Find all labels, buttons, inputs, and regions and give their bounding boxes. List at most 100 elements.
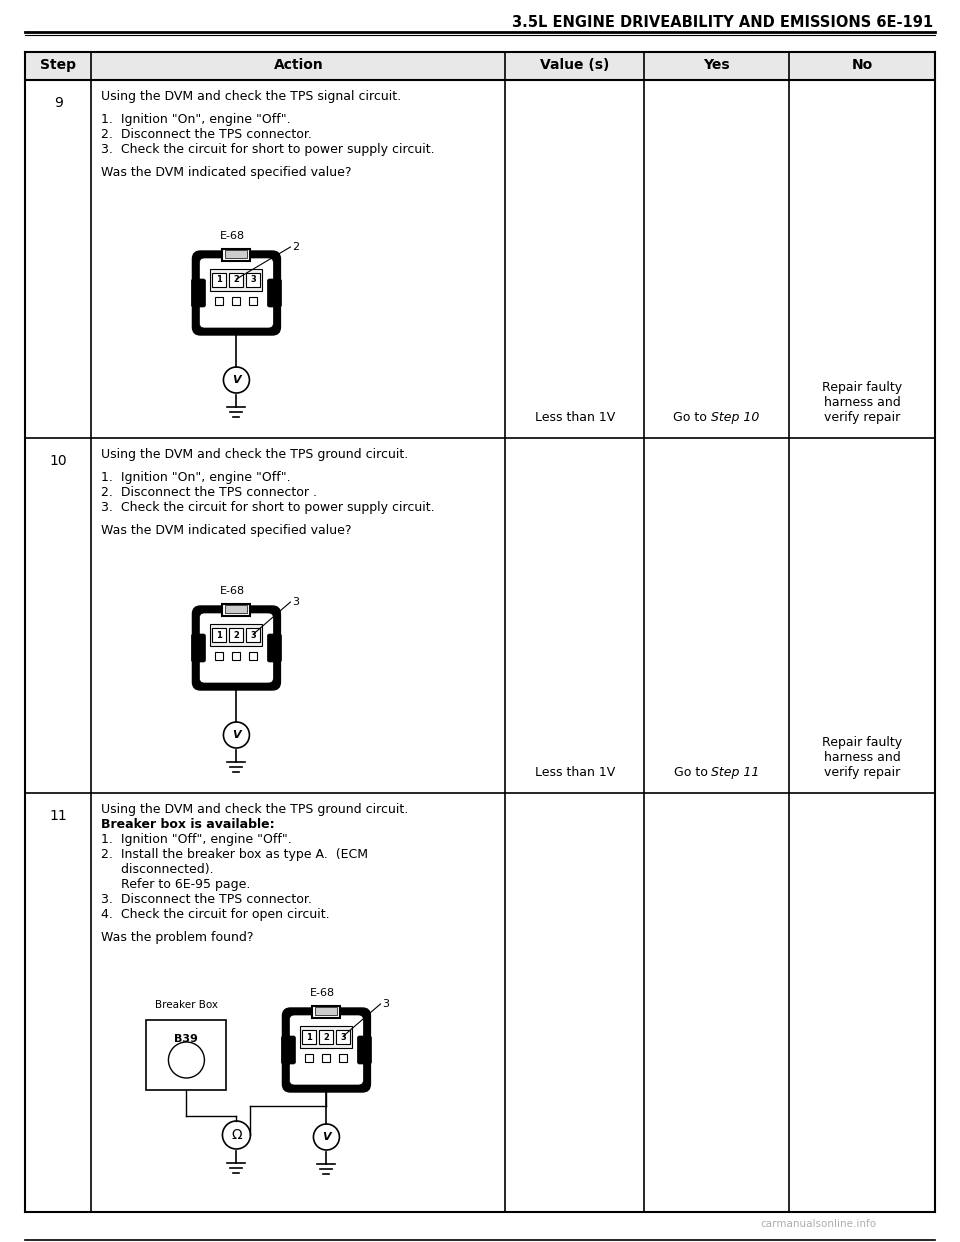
Bar: [232, 652, 240, 660]
Text: harness and: harness and: [824, 751, 900, 764]
FancyBboxPatch shape: [281, 1036, 296, 1064]
Text: 3: 3: [251, 631, 256, 640]
Text: 10: 10: [49, 455, 67, 468]
Text: Breaker Box: Breaker Box: [155, 1000, 218, 1010]
Text: No: No: [852, 58, 873, 72]
Bar: [229, 628, 244, 642]
Text: Was the DVM indicated specified value?: Was the DVM indicated specified value?: [102, 166, 352, 179]
Text: 2.  Disconnect the TPS connector.: 2. Disconnect the TPS connector.: [102, 128, 312, 142]
Bar: [323, 1054, 330, 1062]
FancyBboxPatch shape: [191, 279, 205, 307]
Bar: [215, 652, 224, 660]
Text: Using the DVM and check the TPS ground circuit.: Using the DVM and check the TPS ground c…: [102, 804, 409, 816]
Text: Step: Step: [40, 58, 76, 72]
Text: V: V: [323, 1131, 331, 1141]
FancyBboxPatch shape: [191, 633, 205, 662]
Text: carmanualsonline.info: carmanualsonline.info: [760, 1218, 876, 1230]
Bar: [302, 1030, 317, 1045]
Text: Less than 1V: Less than 1V: [535, 411, 614, 424]
Bar: [340, 1054, 348, 1062]
Text: Repair faulty: Repair faulty: [822, 381, 902, 394]
Bar: [336, 1030, 350, 1045]
Text: 1.  Ignition "Off", engine "Off".: 1. Ignition "Off", engine "Off".: [102, 833, 292, 846]
FancyBboxPatch shape: [192, 606, 280, 691]
Text: E-68: E-68: [220, 586, 245, 596]
FancyBboxPatch shape: [268, 633, 281, 662]
Text: 3: 3: [251, 276, 256, 284]
Bar: [250, 297, 257, 306]
Text: Action: Action: [274, 58, 324, 72]
Bar: [247, 628, 260, 642]
Text: 3.  Disconnect the TPS connector.: 3. Disconnect the TPS connector.: [102, 893, 312, 905]
Text: 3.  Check the circuit for short to power supply circuit.: 3. Check the circuit for short to power …: [102, 501, 435, 514]
FancyBboxPatch shape: [282, 1009, 371, 1092]
Circle shape: [313, 1124, 340, 1150]
Circle shape: [224, 366, 250, 392]
Bar: [229, 273, 244, 287]
Bar: [320, 1030, 333, 1045]
Text: 2.  Install the breaker box as type A.  (ECM: 2. Install the breaker box as type A. (E…: [102, 848, 369, 861]
Bar: [250, 652, 257, 660]
Text: 11: 11: [49, 809, 67, 823]
Text: verify repair: verify repair: [824, 411, 900, 424]
Text: V: V: [232, 730, 241, 740]
Text: Step 11: Step 11: [711, 766, 759, 779]
Text: 3: 3: [382, 999, 390, 1009]
Text: verify repair: verify repair: [824, 766, 900, 779]
Bar: [223, 248, 251, 261]
FancyBboxPatch shape: [357, 1036, 372, 1064]
Text: 2: 2: [233, 276, 239, 284]
Text: 3: 3: [341, 1032, 347, 1042]
Text: Step 10: Step 10: [711, 411, 759, 424]
Bar: [226, 605, 248, 614]
Text: 2: 2: [233, 631, 239, 640]
Bar: [223, 604, 251, 616]
Text: Value (s): Value (s): [540, 58, 610, 72]
Text: Less than 1V: Less than 1V: [535, 766, 614, 779]
Text: 4.  Check the circuit for open circuit.: 4. Check the circuit for open circuit.: [102, 908, 330, 922]
Bar: [316, 1007, 337, 1015]
Text: 2: 2: [324, 1032, 329, 1042]
Text: Using the DVM and check the TPS ground circuit.: Using the DVM and check the TPS ground c…: [102, 448, 409, 461]
Text: 1: 1: [217, 631, 223, 640]
Circle shape: [223, 1122, 251, 1149]
Text: E-68: E-68: [310, 987, 335, 999]
Bar: [247, 273, 260, 287]
Text: Repair faulty: Repair faulty: [822, 737, 902, 749]
FancyBboxPatch shape: [289, 1015, 364, 1086]
Text: 3.  Check the circuit for short to power supply circuit.: 3. Check the circuit for short to power …: [102, 143, 435, 156]
Text: 1.  Ignition "On", engine "Off".: 1. Ignition "On", engine "Off".: [102, 113, 291, 125]
Text: Go to Step 11: Go to Step 11: [674, 766, 759, 779]
Text: 2: 2: [293, 242, 300, 252]
Text: disconnected).: disconnected).: [102, 863, 214, 876]
Bar: [232, 297, 240, 306]
Bar: [210, 623, 262, 646]
Bar: [305, 1054, 313, 1062]
Bar: [212, 273, 227, 287]
Text: 1: 1: [306, 1032, 312, 1042]
Text: 9: 9: [54, 96, 62, 111]
Text: Breaker box is available:: Breaker box is available:: [102, 818, 276, 831]
Bar: [300, 1026, 352, 1048]
FancyBboxPatch shape: [200, 614, 274, 683]
Text: Was the problem found?: Was the problem found?: [102, 932, 254, 944]
Bar: [215, 297, 224, 306]
Bar: [25, 52, 935, 79]
Text: Ω: Ω: [231, 1128, 242, 1141]
FancyBboxPatch shape: [200, 258, 274, 328]
Text: 2.  Disconnect the TPS connector .: 2. Disconnect the TPS connector .: [102, 486, 318, 499]
Text: V: V: [232, 375, 241, 385]
Text: harness and: harness and: [824, 396, 900, 409]
Text: B39: B39: [175, 1035, 199, 1045]
Text: 3: 3: [293, 597, 300, 607]
Bar: [212, 628, 227, 642]
Circle shape: [224, 722, 250, 748]
Text: Was the DVM indicated specified value?: Was the DVM indicated specified value?: [102, 524, 352, 537]
FancyBboxPatch shape: [268, 279, 281, 307]
Text: Refer to 6E-95 page.: Refer to 6E-95 page.: [102, 878, 251, 891]
Text: Using the DVM and check the TPS signal circuit.: Using the DVM and check the TPS signal c…: [102, 89, 401, 103]
Text: E-68: E-68: [220, 231, 245, 241]
Text: 3.5L ENGINE DRIVEABILITY AND EMISSIONS 6E-191: 3.5L ENGINE DRIVEABILITY AND EMISSIONS 6…: [512, 15, 933, 30]
Circle shape: [168, 1042, 204, 1078]
Text: Go to Step 10: Go to Step 10: [674, 411, 759, 424]
